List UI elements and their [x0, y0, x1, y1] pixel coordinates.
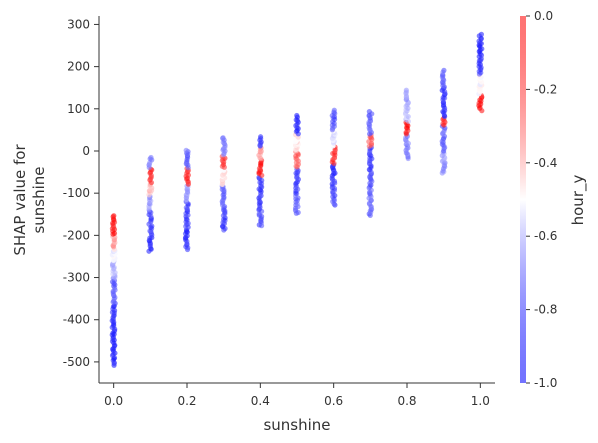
y-axis-title-line2: sunshine: [30, 166, 48, 233]
colorbar-tick-label: -0.8: [534, 303, 557, 317]
scatter-points: [109, 31, 485, 368]
scatter-point: [478, 31, 484, 37]
x-tick-label: 0.6: [324, 394, 343, 408]
x-axis-ticks: 0.0 0.2 0.4 0.6 0.8 1.0: [104, 383, 490, 408]
scatter-point: [258, 134, 264, 140]
scatter-point: [403, 87, 409, 93]
y-tick-label: -400: [63, 313, 90, 327]
y-tick-label: -200: [63, 228, 90, 242]
colorbar-tick-label: -0.4: [534, 156, 557, 170]
x-tick-label: 0.2: [177, 394, 196, 408]
colorbar-tick-label: -0.2: [534, 82, 557, 96]
y-axis-ticks: 300 200 100 0 -100 -200 -300 -400 -500: [63, 17, 99, 369]
y-tick-label: -100: [63, 186, 90, 200]
y-tick-label: 200: [67, 60, 90, 74]
colorbar-ticks: 0.0 -0.2 -0.4 -0.6 -0.8 -1.0: [526, 9, 557, 390]
colorbar-tick-label: 0.0: [534, 9, 553, 23]
scatter-point: [220, 135, 226, 141]
colorbar: [520, 16, 526, 383]
x-tick-label: 0.4: [251, 394, 270, 408]
y-axis-title-line1: SHAP value for: [11, 144, 29, 256]
x-tick-label: 0.0: [104, 394, 123, 408]
y-tick-label: 300: [67, 17, 90, 31]
scatter-point: [183, 147, 189, 153]
x-tick-label: 1.0: [471, 394, 490, 408]
colorbar-tick-label: -1.0: [534, 376, 557, 390]
scatter-point: [148, 154, 154, 161]
scatter-point: [441, 67, 447, 73]
x-axis-title: sunshine: [263, 416, 330, 434]
y-tick-label: 100: [67, 102, 90, 116]
y-tick-label: -500: [63, 355, 90, 369]
scatter-point: [366, 109, 372, 115]
scatter-point: [111, 213, 117, 219]
colorbar-tick-label: -0.6: [534, 229, 557, 243]
y-tick-label: 0: [82, 144, 90, 158]
x-tick-label: 0.8: [397, 394, 416, 408]
y-tick-label: -300: [63, 271, 90, 285]
colorbar-label: hour_y: [569, 175, 588, 226]
scatter-point: [294, 112, 300, 119]
scatter-point: [331, 107, 337, 113]
